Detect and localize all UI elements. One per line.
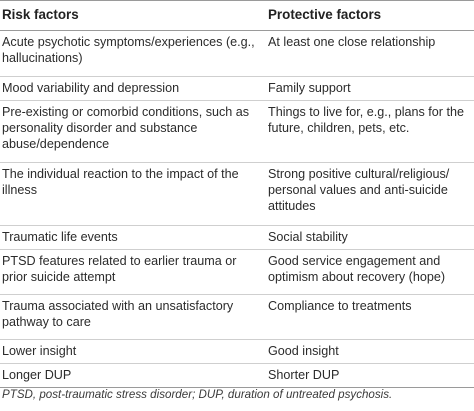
table-row: Mood variability and depression Family s… <box>0 76 474 101</box>
risk-factor-cell: Traumatic life events <box>0 225 266 250</box>
table-row: Traumatic life events Social stability <box>0 225 474 250</box>
table-row: The individual reaction to the impact of… <box>0 162 474 226</box>
protective-factor-cell: Social stability <box>266 225 474 250</box>
factors-table: Risk factors Protective factors Acute ps… <box>0 0 474 388</box>
risk-factor-cell: Pre-existing or comorbid conditions, suc… <box>0 100 266 163</box>
protective-factor-cell: Family support <box>266 76 474 101</box>
table-row: Trauma associated with an unsatisfactory… <box>0 294 474 340</box>
protective-factor-cell: Good service engagement and optimism abo… <box>266 249 474 295</box>
header-protective-factors: Protective factors <box>266 0 474 31</box>
table-row: Longer DUP Shorter DUP <box>0 363 474 388</box>
table-row: PTSD features related to earlier trauma … <box>0 249 474 295</box>
risk-factor-cell: The individual reaction to the impact of… <box>0 162 266 226</box>
header-risk-factors: Risk factors <box>0 0 266 31</box>
protective-factor-cell: Things to live for, e.g., plans for the … <box>266 100 474 163</box>
protective-factor-cell: Good insight <box>266 339 474 364</box>
protective-factor-cell: At least one close relationship <box>266 30 474 77</box>
table-header-row: Risk factors Protective factors <box>0 0 474 31</box>
risk-factor-cell: Lower insight <box>0 339 266 364</box>
risk-factor-cell: Longer DUP <box>0 363 266 388</box>
table-row: Acute psychotic symptoms/experiences (e.… <box>0 30 474 77</box>
protective-factor-cell: Shorter DUP <box>266 363 474 388</box>
protective-factor-cell: Compliance to treatments <box>266 294 474 340</box>
table-row: Pre-existing or comorbid conditions, suc… <box>0 100 474 163</box>
risk-factor-cell: Mood variability and depression <box>0 76 266 101</box>
table-row: Lower insight Good insight <box>0 339 474 364</box>
table-footnote: PTSD, post-traumatic stress disorder; DU… <box>2 388 393 401</box>
risk-factor-cell: Trauma associated with an unsatisfactory… <box>0 294 266 340</box>
protective-factor-cell: Strong positive cultural/religious/ pers… <box>266 162 474 226</box>
risk-factor-cell: PTSD features related to earlier trauma … <box>0 249 266 295</box>
risk-factor-cell: Acute psychotic symptoms/experiences (e.… <box>0 30 266 77</box>
